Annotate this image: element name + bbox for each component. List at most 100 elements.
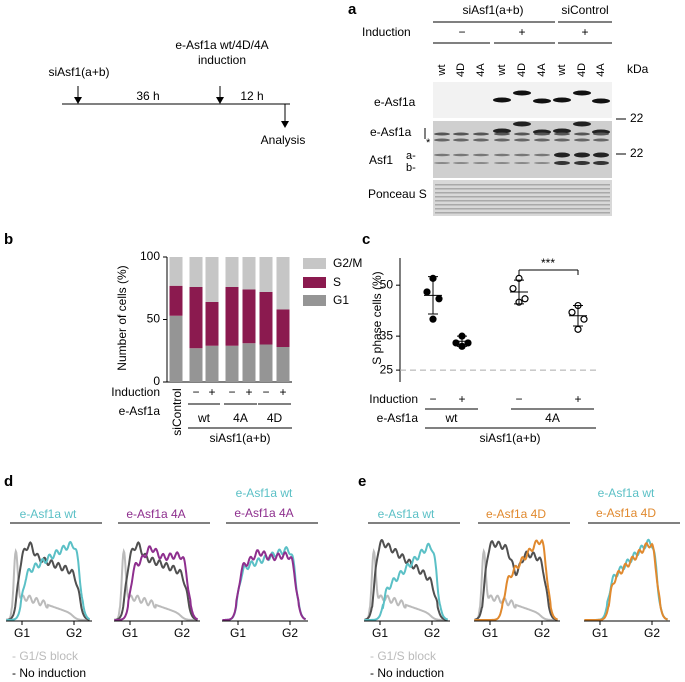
y-axis-title: S phase cells (%) <box>370 271 384 364</box>
construct-label: 4D <box>267 411 283 425</box>
induction-label: + <box>581 25 588 39</box>
arrow-head <box>216 97 224 104</box>
band <box>593 152 609 158</box>
group-label: siAsf1(a+b) <box>209 431 270 445</box>
band <box>574 138 590 142</box>
plot-title: e-Asf1a wt <box>20 507 77 521</box>
histogram-curve <box>364 547 448 621</box>
band <box>592 98 610 104</box>
bar-segment <box>276 309 290 347</box>
category-label: + <box>208 385 215 399</box>
bar-segment <box>225 257 239 287</box>
band <box>513 90 531 96</box>
legend-swatch <box>303 277 326 288</box>
plot-title: e-Asf1a 4D <box>596 506 656 520</box>
bar-segment <box>189 287 203 349</box>
blot-group: siAsf1(a+b) <box>462 3 523 17</box>
construct-label: 4A <box>233 411 248 425</box>
x-tick-label: G2 <box>424 626 440 640</box>
bar-segment <box>205 345 219 382</box>
lane-label: wt <box>556 65 568 77</box>
band <box>554 152 570 158</box>
y-tick-label: 50 <box>147 312 161 326</box>
histogram-curve <box>584 541 668 621</box>
x-tick-label: G1 <box>14 626 30 640</box>
band <box>573 90 591 96</box>
category-label: − <box>228 385 235 399</box>
band <box>593 132 609 136</box>
plot-title: e-Asf1a wt <box>236 486 293 500</box>
ponceau-stripe <box>435 188 610 190</box>
lane-label: wt <box>436 65 448 77</box>
legend-label: G1 <box>333 293 349 307</box>
band <box>573 121 591 127</box>
bar-segment <box>205 302 219 346</box>
bar-segment <box>259 257 273 292</box>
band <box>473 162 489 164</box>
x-tick-label: G1 <box>592 626 608 640</box>
x-tick-label: G2 <box>66 626 82 640</box>
band <box>534 162 550 164</box>
band <box>494 162 510 164</box>
blot-row-label: Ponceau S <box>368 187 427 201</box>
band <box>493 97 511 103</box>
band <box>554 161 570 165</box>
band <box>534 153 550 157</box>
band <box>434 162 450 164</box>
timeline-label: induction <box>198 53 246 67</box>
data-point <box>580 315 588 323</box>
x-tick-label: G2 <box>282 626 298 640</box>
construct-label: wt <box>445 411 459 425</box>
legend-label: G2/M <box>333 256 362 270</box>
blot-image <box>433 180 612 216</box>
band <box>514 162 530 164</box>
unit-label: kDa <box>627 62 649 76</box>
data-point <box>429 315 437 323</box>
band <box>514 153 530 157</box>
ponceau-stripe <box>435 184 610 186</box>
histogram-curve <box>114 545 198 621</box>
histogram-curve <box>6 540 90 621</box>
y-tick-label: 35 <box>380 328 394 342</box>
error-bar <box>514 279 524 305</box>
category-label: − <box>429 392 436 406</box>
histogram-curve <box>474 547 558 621</box>
band <box>514 132 530 136</box>
x-tick-label: G2 <box>644 626 660 640</box>
ponceau-stripe <box>435 212 610 214</box>
bar-segment <box>242 257 256 290</box>
y-axis-title: Number of cells (%) <box>115 265 129 370</box>
bar-segment <box>242 343 256 382</box>
band <box>553 97 571 103</box>
timeline-label: 12 h <box>240 89 263 103</box>
category-label: + <box>574 392 581 406</box>
row-label: e-Asf1a <box>119 404 161 418</box>
bar-segment <box>169 257 183 286</box>
panel-label: a <box>348 1 357 18</box>
data-point <box>435 295 443 303</box>
bar-segment <box>169 285 183 316</box>
blot-group: siControl <box>561 3 608 17</box>
plot-title: e-Asf1a wt <box>378 507 435 521</box>
row-label: e-Asf1a <box>377 411 419 425</box>
band <box>513 121 531 127</box>
y-tick-label: 100 <box>140 249 160 263</box>
blot-label: Induction <box>362 25 411 39</box>
panel-label: e <box>358 473 366 490</box>
timeline-label: siAsf1(a+b) <box>48 65 109 79</box>
histogram-curve <box>222 549 306 621</box>
data-point <box>574 325 582 333</box>
category-label: − <box>262 385 269 399</box>
category-label: + <box>458 392 465 406</box>
category-label: − <box>515 392 522 406</box>
arrow-head <box>281 121 289 128</box>
marker-label: 22 <box>630 111 644 125</box>
induction-label: + <box>518 25 525 39</box>
ponceau-stripe <box>435 200 610 202</box>
band <box>574 161 590 165</box>
x-tick-label: G1 <box>122 626 138 640</box>
lane-label: wt <box>496 65 508 77</box>
legend-label: - No induction <box>12 666 86 680</box>
band <box>434 138 450 142</box>
histogram-curve <box>474 538 558 621</box>
